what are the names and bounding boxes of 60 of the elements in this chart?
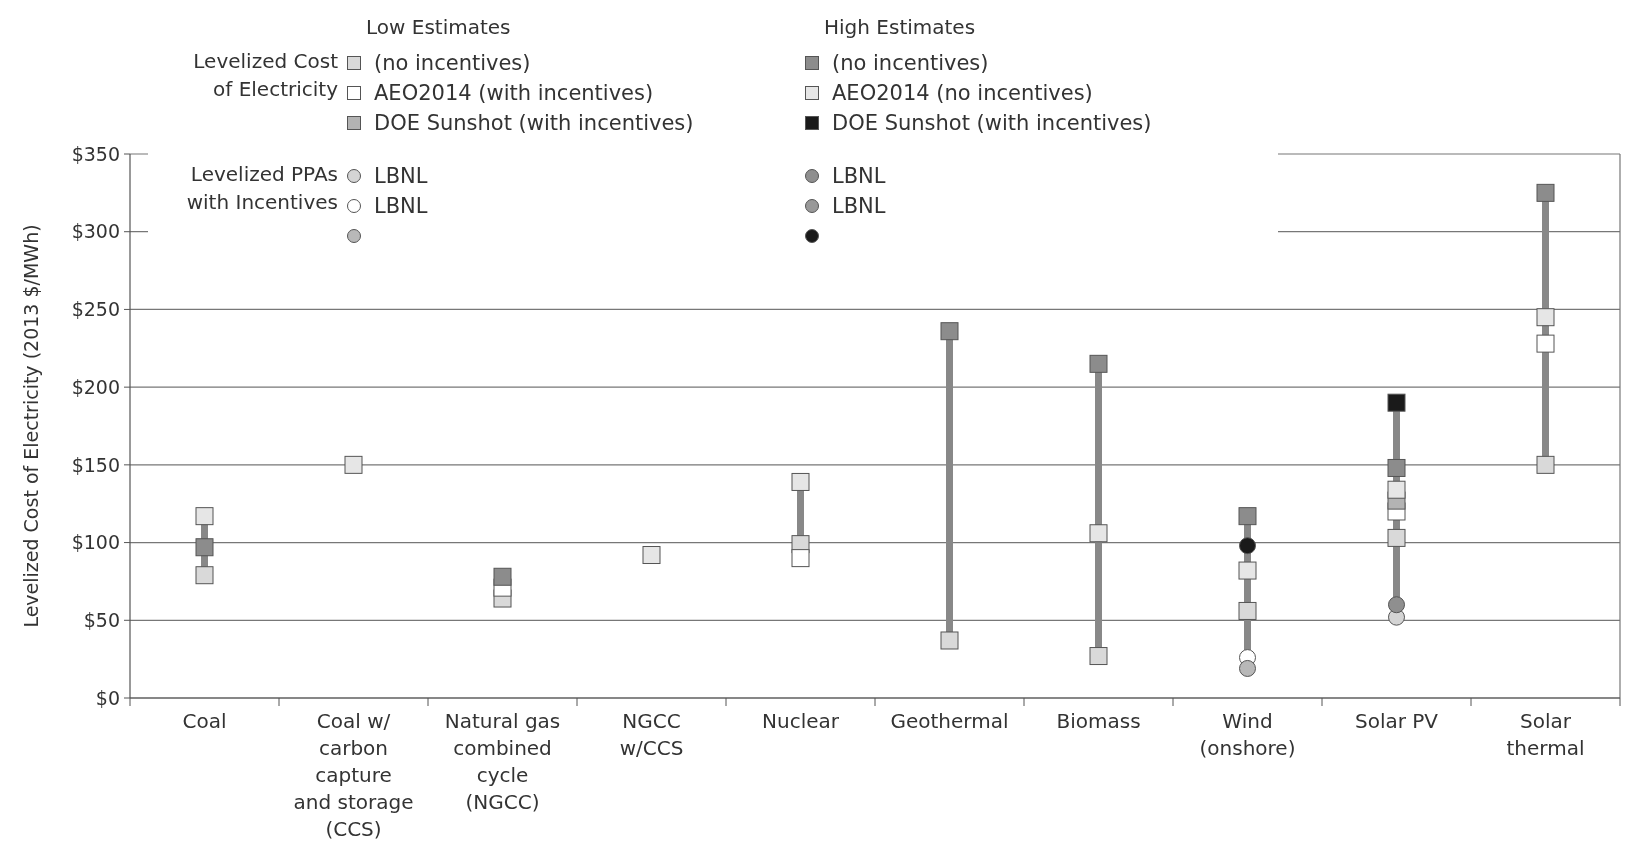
point <box>1238 601 1257 620</box>
x-tick-label: Coal w/ carbon capture and storage (CCS) <box>293 709 414 841</box>
x-tick-label: Biomass <box>1056 709 1141 733</box>
point <box>791 472 810 491</box>
point <box>195 538 214 557</box>
point <box>1089 647 1108 666</box>
point <box>791 549 810 568</box>
point <box>493 567 512 586</box>
legend-label: LBNL <box>832 164 886 189</box>
y-tick-label: $50 <box>83 608 120 631</box>
legend-label: AEO2014 (with incentives) <box>374 81 654 106</box>
y-tick-label: $200 <box>71 375 120 398</box>
point <box>1387 393 1406 412</box>
y-tick-label: $150 <box>71 453 120 476</box>
legend-label: AEO2014 (no incentives) <box>832 81 1093 106</box>
point <box>1536 183 1555 202</box>
point <box>1089 524 1108 543</box>
point <box>195 507 214 526</box>
point <box>1387 458 1406 477</box>
x-tick-label: Wind (onshore) <box>1199 709 1296 760</box>
y-tick-label: $350 <box>71 142 120 165</box>
point <box>940 322 959 341</box>
x-tick-label: NGCC w/CCS <box>619 709 684 760</box>
point <box>344 455 363 474</box>
point <box>195 566 214 585</box>
y-tick-label: $100 <box>71 531 120 554</box>
point <box>1387 528 1406 547</box>
x-tick-label: Geothermal <box>890 709 1009 733</box>
y-tick-label: $0 <box>95 686 120 709</box>
x-tick-label: Nuclear <box>762 709 840 733</box>
legend-label: DOE Sunshot (with incentives) <box>374 111 694 136</box>
point <box>642 546 661 565</box>
legend-label: LBNL <box>374 164 428 189</box>
point <box>1536 308 1555 327</box>
text: Low Estimates <box>366 15 511 39</box>
x-tick-label: Coal <box>182 709 227 733</box>
legend-label: (no incentives) <box>832 51 989 76</box>
y-tick-label: $300 <box>71 220 120 243</box>
point <box>1536 334 1555 353</box>
legend-label: (no incentives) <box>374 51 531 76</box>
point <box>1388 596 1405 614</box>
y-tick-label: $250 <box>71 298 120 321</box>
y-axis-title: Levelized Cost of Electricity (2013 $/MWh) <box>20 224 42 628</box>
point <box>1089 354 1108 373</box>
point <box>1238 561 1257 580</box>
point <box>1239 537 1256 555</box>
legend-label: LBNL <box>374 194 428 219</box>
point <box>1387 480 1406 499</box>
point <box>1536 455 1555 474</box>
point <box>1238 507 1257 526</box>
legend-label: LBNL <box>832 194 886 219</box>
point <box>940 631 959 650</box>
x-tick-label: Solar PV <box>1354 709 1439 733</box>
x-tick-label: Natural gas combined cycle (NGCC) <box>444 709 561 814</box>
annotation: Levelized PPAs with Incentives <box>186 162 338 214</box>
legend-label: DOE Sunshot (with incentives) <box>832 111 1152 136</box>
text: High Estimates <box>824 15 976 39</box>
point <box>1239 659 1256 677</box>
x-tick-label: Solar thermal <box>1506 709 1585 760</box>
text: Levelized Cost of Electricity <box>193 49 339 101</box>
